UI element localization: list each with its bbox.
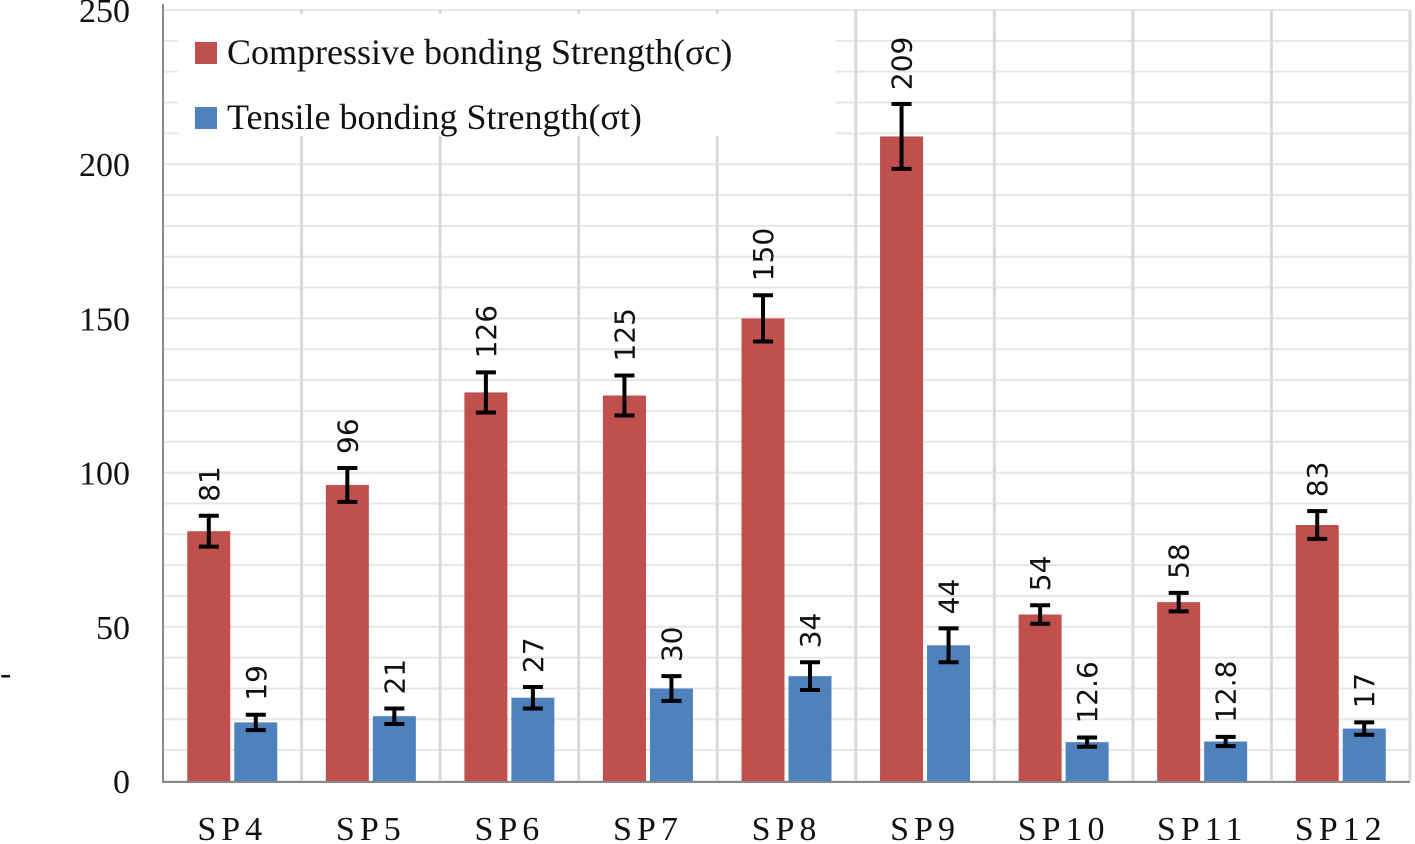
error-bar (198, 513, 219, 549)
y-tick-label: 250 (79, 0, 130, 30)
y-tick-label: 50 (96, 610, 130, 647)
bar-tensile-sp12 (1342, 728, 1386, 781)
y-tick-label: 150 (79, 301, 130, 338)
legend-swatch-tensile (195, 107, 217, 129)
x-tick-label: SP9 (890, 811, 960, 844)
x-tick-label: SP6 (474, 811, 544, 844)
error-bar (1354, 720, 1375, 737)
error-bar (891, 102, 912, 171)
x-tick-label: SP7 (613, 811, 683, 844)
data-label: 96 (331, 418, 364, 454)
error-bar (1030, 603, 1051, 626)
data-label: 150 (747, 228, 780, 281)
y-tick-label: 0 (113, 764, 130, 801)
error-bar (337, 465, 358, 504)
y-tick-label: 200 (79, 147, 130, 184)
bar-compressive-sp12 (1295, 525, 1339, 781)
bar-compressive-sp4 (187, 531, 231, 781)
data-label: 17 (1348, 673, 1381, 709)
bar-tensile-sp5 (372, 716, 416, 781)
data-label: 30 (655, 627, 688, 663)
legend-background (178, 14, 836, 136)
error-bar (1215, 734, 1236, 749)
bar-tensile-sp8 (788, 676, 832, 781)
data-labels: 81 96 126 125 150 209 54 58 83 19 21 27 30 34 44 12.6 12… (193, 37, 1381, 724)
data-label: 54 (1024, 556, 1057, 592)
error-bar (1077, 735, 1098, 749)
bar-compressive-sp10 (1018, 614, 1062, 781)
bars (187, 136, 1386, 782)
legend-label-tensile: Tensile bonding Strength(σt) (227, 97, 642, 137)
data-label: 126 (470, 305, 503, 358)
data-label: 12.8 (1210, 661, 1243, 723)
bar-compressive-sp5 (325, 484, 369, 781)
x-tick-label: SP4 (197, 811, 267, 844)
legend-swatch-compressive (195, 42, 217, 64)
x-tick-label: SP10 (1018, 811, 1110, 844)
x-tick-label: SP11 (1157, 811, 1248, 844)
y-tick-label: 100 (79, 456, 130, 493)
bar-tensile-sp7 (649, 688, 693, 781)
error-bar (614, 373, 635, 418)
error-bar (1307, 509, 1328, 541)
bar-compressive-sp11 (1157, 602, 1201, 781)
axes: 0 50 100 150 200 250 SP4 SP5 SP6 SP7 SP8 SP9 SP10 SP1… (79, 0, 1410, 844)
data-label: 81 (193, 466, 226, 502)
legend-label-compressive: Compressive bonding Strength(σc) (227, 32, 732, 72)
error-bar (938, 626, 959, 665)
error-bar (522, 684, 543, 711)
error-bar (384, 706, 405, 726)
error-bar (245, 712, 266, 733)
x-tick-label: SP12 (1295, 811, 1387, 844)
x-tick-label: SP5 (336, 811, 406, 844)
data-label: 125 (608, 308, 641, 361)
error-bars (198, 102, 1375, 749)
data-label: 209 (886, 37, 919, 90)
data-label: 34 (794, 613, 827, 649)
bar-tensile-sp4 (234, 722, 278, 781)
error-bar (1168, 590, 1189, 614)
y-axis-fragment: - (0, 655, 11, 692)
bar-compressive-sp6 (464, 392, 508, 781)
error-bar (800, 660, 820, 693)
data-label: 44 (933, 579, 966, 615)
bar-tensile-sp9 (927, 645, 971, 781)
data-label: 12.6 (1071, 661, 1104, 723)
error-bar (475, 370, 496, 415)
legend: Compressive bonding Strength(σc) Tensile… (178, 14, 836, 137)
x-tick-label: SP8 (752, 811, 822, 844)
bar-compressive-sp7 (602, 395, 646, 781)
data-label: 19 (240, 665, 273, 701)
data-label: 27 (517, 637, 550, 673)
data-label: 58 (1163, 543, 1196, 579)
error-bar (753, 293, 773, 344)
data-label: 21 (378, 659, 411, 695)
error-bar (661, 674, 682, 703)
bar-compressive-sp9 (880, 136, 924, 782)
bar-compressive-sp8 (741, 318, 785, 781)
bar-tensile-sp6 (511, 697, 555, 781)
data-label: 83 (1301, 462, 1334, 498)
